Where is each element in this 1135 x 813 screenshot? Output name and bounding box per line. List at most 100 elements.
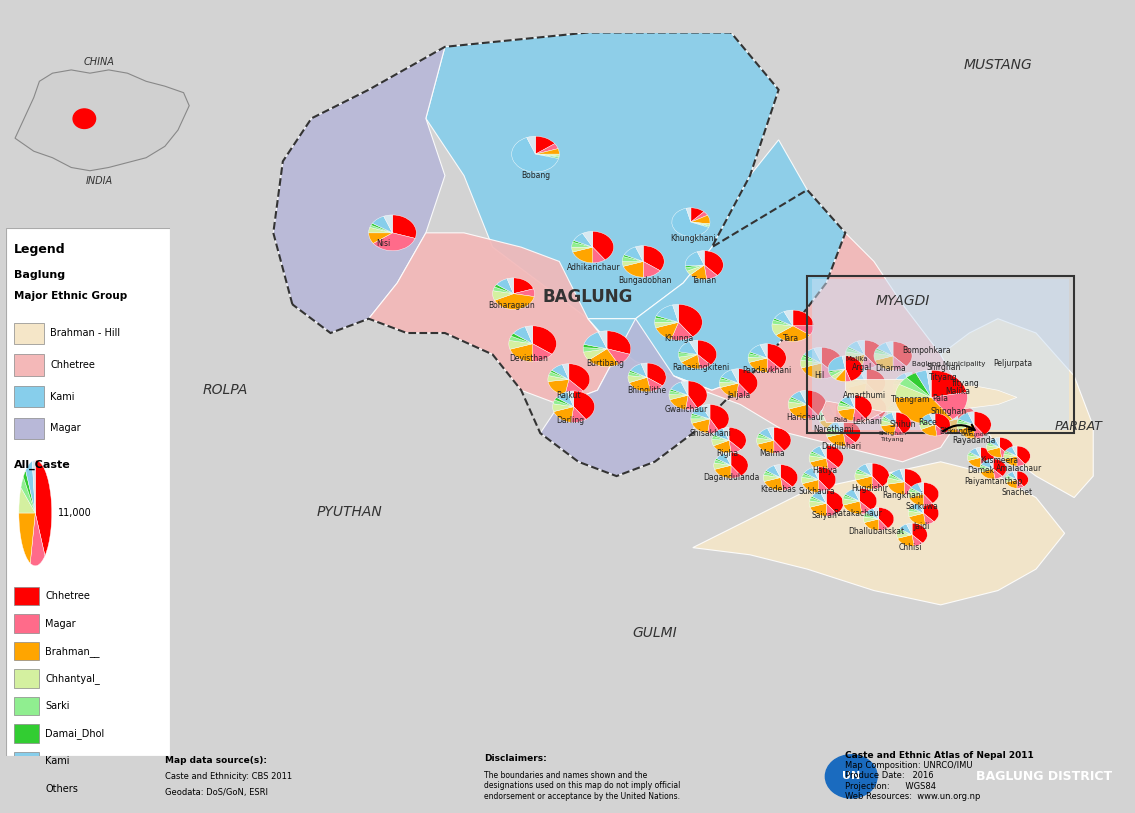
Wedge shape xyxy=(959,427,974,431)
Wedge shape xyxy=(562,363,569,380)
Text: Argal: Argal xyxy=(852,363,873,372)
Wedge shape xyxy=(679,341,698,354)
Wedge shape xyxy=(981,447,994,466)
Wedge shape xyxy=(890,474,905,482)
Wedge shape xyxy=(986,443,1000,447)
Bar xyxy=(807,276,1074,433)
Wedge shape xyxy=(592,232,614,260)
Text: Produce Date:   2016: Produce Date: 2016 xyxy=(846,772,934,780)
Wedge shape xyxy=(679,354,698,362)
Wedge shape xyxy=(959,413,974,424)
Wedge shape xyxy=(671,322,692,340)
Wedge shape xyxy=(981,458,989,467)
Text: Saiyan: Saiyan xyxy=(812,511,838,520)
Wedge shape xyxy=(495,293,535,310)
Polygon shape xyxy=(274,47,445,333)
Text: Jaidi: Jaidi xyxy=(914,522,930,531)
Wedge shape xyxy=(765,471,781,477)
Wedge shape xyxy=(19,488,35,513)
Wedge shape xyxy=(826,490,843,514)
Bar xyxy=(14,386,43,407)
Wedge shape xyxy=(894,379,913,387)
Wedge shape xyxy=(818,480,829,493)
Wedge shape xyxy=(732,369,739,383)
Wedge shape xyxy=(807,405,818,419)
Wedge shape xyxy=(670,395,688,410)
Text: Disclaimers:: Disclaimers: xyxy=(484,754,547,763)
Wedge shape xyxy=(897,533,913,538)
Bar xyxy=(14,418,43,439)
Wedge shape xyxy=(722,370,739,383)
Wedge shape xyxy=(866,463,872,476)
Wedge shape xyxy=(838,402,855,408)
Wedge shape xyxy=(935,424,945,436)
Wedge shape xyxy=(981,459,993,469)
Wedge shape xyxy=(814,347,822,363)
Wedge shape xyxy=(679,304,703,337)
Wedge shape xyxy=(556,392,573,406)
Wedge shape xyxy=(974,416,990,436)
Wedge shape xyxy=(866,508,878,519)
Wedge shape xyxy=(764,477,783,490)
Wedge shape xyxy=(812,491,826,503)
Wedge shape xyxy=(813,467,818,480)
Wedge shape xyxy=(888,482,905,494)
Wedge shape xyxy=(842,356,846,369)
Wedge shape xyxy=(859,501,872,514)
Wedge shape xyxy=(707,419,720,433)
Wedge shape xyxy=(1012,471,1017,480)
Wedge shape xyxy=(848,379,866,383)
Wedge shape xyxy=(628,372,647,377)
Wedge shape xyxy=(898,399,905,411)
Wedge shape xyxy=(704,250,723,276)
Wedge shape xyxy=(801,477,818,484)
Text: Burtibang: Burtibang xyxy=(586,359,624,367)
Wedge shape xyxy=(989,438,1000,447)
Wedge shape xyxy=(908,492,924,498)
Wedge shape xyxy=(507,278,513,293)
Wedge shape xyxy=(980,468,993,472)
Text: Hugdishir: Hugdishir xyxy=(851,485,889,493)
Text: Map Composition: UNRCO/IMU: Map Composition: UNRCO/IMU xyxy=(846,761,973,770)
Wedge shape xyxy=(698,340,716,365)
Text: Caste and Ethnicity: CBS 2011: Caste and Ethnicity: CBS 2011 xyxy=(166,772,293,780)
Wedge shape xyxy=(773,318,793,326)
Wedge shape xyxy=(810,451,826,459)
Wedge shape xyxy=(757,441,774,453)
Wedge shape xyxy=(721,383,739,398)
Wedge shape xyxy=(898,535,914,546)
Wedge shape xyxy=(536,149,560,154)
Wedge shape xyxy=(809,498,826,503)
Wedge shape xyxy=(692,406,711,419)
Wedge shape xyxy=(687,208,691,222)
Wedge shape xyxy=(573,247,592,263)
Wedge shape xyxy=(987,447,1001,458)
Text: Chhisi: Chhisi xyxy=(899,543,922,552)
Wedge shape xyxy=(846,369,850,381)
Wedge shape xyxy=(974,424,984,437)
Wedge shape xyxy=(781,477,792,490)
Wedge shape xyxy=(889,475,905,482)
Wedge shape xyxy=(924,494,933,506)
Wedge shape xyxy=(760,344,767,358)
Text: Pala: Pala xyxy=(833,417,847,423)
Wedge shape xyxy=(881,424,896,435)
Wedge shape xyxy=(24,470,35,513)
Wedge shape xyxy=(774,428,791,450)
Wedge shape xyxy=(598,331,607,349)
Wedge shape xyxy=(497,279,513,293)
Wedge shape xyxy=(513,278,533,293)
Wedge shape xyxy=(1012,446,1017,456)
Wedge shape xyxy=(893,356,906,370)
Wedge shape xyxy=(958,405,977,430)
Wedge shape xyxy=(980,466,993,469)
Wedge shape xyxy=(1006,447,1017,456)
Wedge shape xyxy=(1004,456,1017,466)
Wedge shape xyxy=(897,530,913,535)
Wedge shape xyxy=(691,222,709,226)
Wedge shape xyxy=(905,411,915,424)
Wedge shape xyxy=(19,513,35,563)
Wedge shape xyxy=(930,411,938,421)
Text: Snachet: Snachet xyxy=(1001,488,1033,497)
Wedge shape xyxy=(641,363,647,377)
